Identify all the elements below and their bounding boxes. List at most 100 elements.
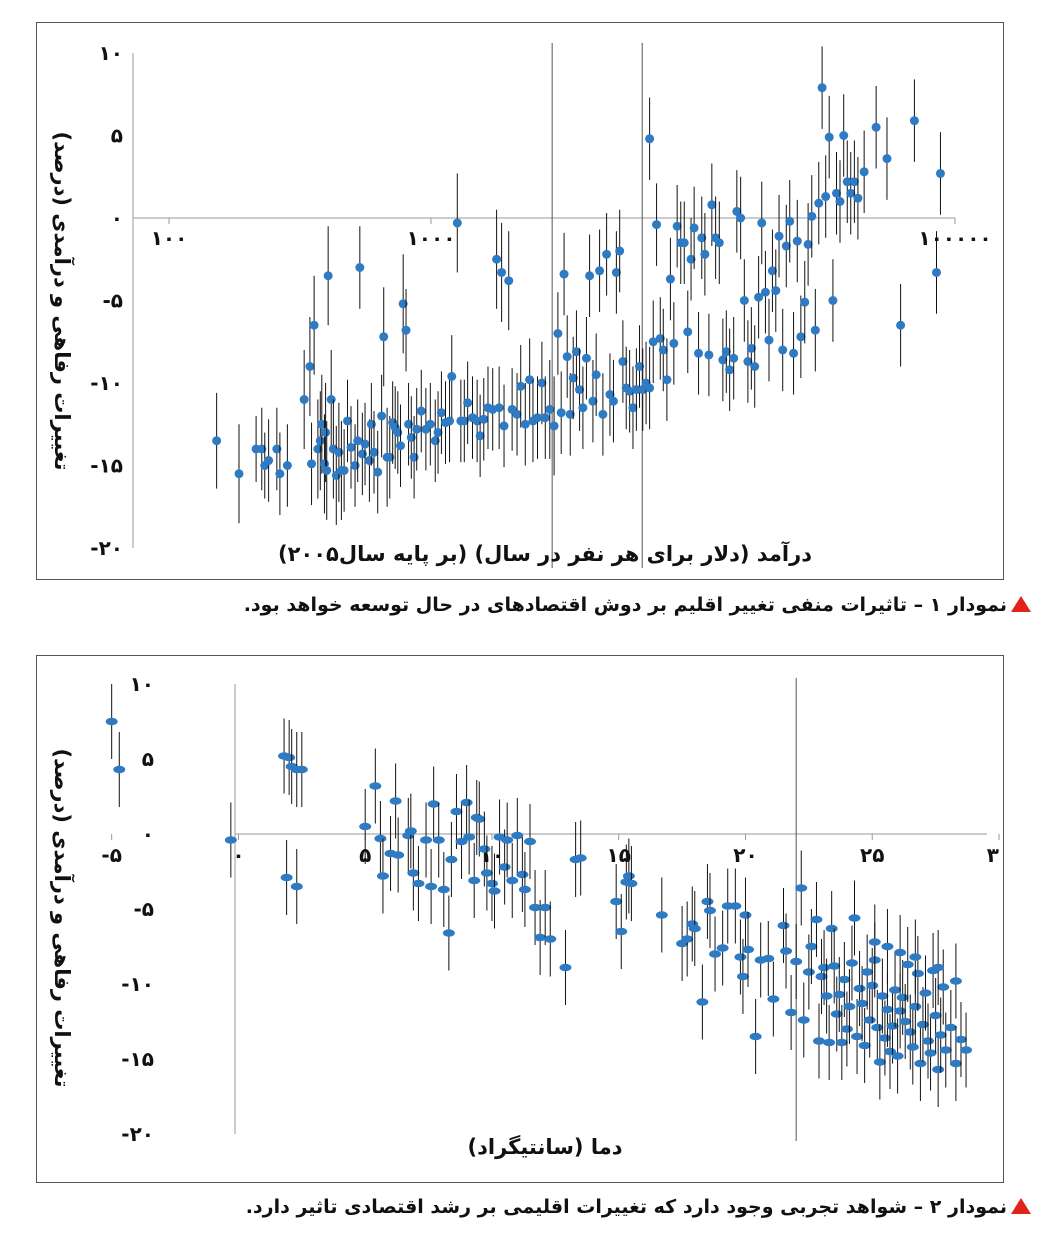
data-point: [785, 1008, 798, 1017]
data-point: [611, 267, 621, 277]
data-point: [459, 416, 469, 426]
data-point: [853, 193, 863, 203]
data-point: [873, 1058, 886, 1066]
data-point: [882, 154, 892, 164]
data-point: [463, 398, 473, 408]
data-point: [796, 332, 806, 342]
data-point: [264, 456, 274, 466]
data-point: [645, 134, 655, 144]
y-tick-label: ۰: [142, 822, 154, 846]
data-point: [540, 413, 550, 423]
data-point: [835, 197, 845, 206]
data-point: [916, 1020, 929, 1029]
y-tick-label: -۱۰: [121, 972, 154, 996]
data-point: [485, 879, 498, 888]
y-axis-title: تغییرات رفاهی و درآمدی (درصد): [50, 748, 75, 1087]
data-point: [374, 834, 387, 843]
x-tick-label: -۵: [101, 843, 122, 867]
y-tick-label: ۱۰: [99, 41, 123, 65]
data-point: [937, 983, 950, 991]
data-point: [406, 432, 416, 442]
data-point: [749, 1032, 762, 1041]
data-point: [568, 373, 578, 383]
data-point: [669, 338, 679, 348]
data-point: [932, 963, 945, 972]
data-point: [817, 83, 827, 93]
data-point: [511, 831, 524, 840]
data-point: [322, 465, 332, 475]
data-point: [672, 221, 682, 231]
data-point: [839, 131, 849, 140]
data-point: [652, 220, 662, 230]
data-point: [701, 897, 714, 906]
data-point: [445, 855, 458, 864]
data-point: [290, 882, 303, 891]
data-point: [321, 428, 331, 437]
data-point: [736, 972, 749, 981]
data-point: [497, 267, 507, 277]
data-point: [420, 836, 433, 844]
y-tick-label: -۵: [133, 897, 154, 921]
data-point: [342, 416, 352, 426]
data-point: [725, 365, 735, 375]
data-point: [574, 854, 587, 862]
data-point: [935, 168, 945, 178]
data-point: [716, 944, 729, 952]
data-point: [409, 452, 419, 462]
data-point: [585, 271, 595, 281]
data-point: [534, 933, 547, 942]
data-point: [455, 837, 468, 846]
data-point: [615, 927, 628, 936]
data-point: [437, 885, 450, 894]
data-point: [932, 267, 942, 277]
data-point: [355, 263, 365, 272]
data-point: [767, 995, 780, 1003]
data-point: [846, 188, 856, 198]
data-point: [523, 837, 536, 846]
data-point: [683, 327, 693, 337]
data-point: [433, 428, 443, 437]
data-point: [339, 465, 349, 475]
data-point: [777, 921, 790, 930]
data-point: [452, 218, 462, 228]
data-point: [886, 1022, 899, 1030]
data-point: [894, 1007, 907, 1015]
y-tick-label: -۵: [102, 289, 123, 313]
data-point: [810, 325, 820, 335]
data-point: [828, 296, 838, 305]
y-tick-label: ۵: [111, 124, 123, 148]
data-point: [909, 953, 922, 961]
caption-fig1: نمودار ۱ – تاثیرات منفی تغییر اقلیم بر د…: [244, 594, 1031, 616]
data-point: [932, 1065, 945, 1074]
data-point: [830, 1010, 843, 1018]
data-point: [736, 213, 746, 223]
data-point: [113, 765, 126, 774]
data-point: [373, 467, 383, 477]
data-point: [658, 345, 668, 355]
data-point: [814, 198, 824, 208]
data-point: [871, 1023, 884, 1032]
data-point: [549, 421, 559, 431]
data-point: [802, 968, 815, 976]
data-point: [537, 378, 547, 388]
data-point: [615, 246, 625, 256]
data-point: [655, 911, 668, 919]
x-tick-label: ۲۰: [733, 843, 757, 867]
data-point: [739, 296, 749, 305]
data-point: [838, 975, 851, 984]
data-point: [648, 337, 658, 347]
data-point: [805, 942, 818, 951]
data-point: [468, 876, 481, 885]
data-point: [625, 386, 635, 396]
data-point: [506, 876, 519, 885]
caption-fig2: نمودار ۲ – شواهد تجربی وجود دارد که تغیی…: [246, 1196, 1031, 1218]
data-point: [746, 343, 756, 353]
data-point: [436, 408, 446, 418]
data-point: [939, 1046, 952, 1054]
x-tick-label: ۱۵: [607, 843, 631, 867]
data-point: [944, 1023, 957, 1032]
data-point: [512, 409, 522, 419]
data-point: [628, 403, 638, 413]
data-point: [750, 362, 760, 371]
y-tick-label: ۱۰: [130, 672, 154, 696]
